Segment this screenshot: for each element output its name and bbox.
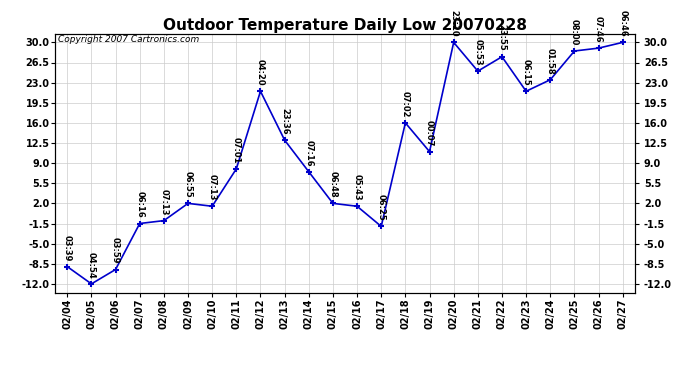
Text: 23:55: 23:55	[497, 24, 506, 51]
Text: 23:10: 23:10	[449, 10, 458, 37]
Text: 05:53: 05:53	[473, 39, 482, 66]
Text: 07:16: 07:16	[304, 140, 313, 166]
Text: Copyright 2007 Cartronics.com: Copyright 2007 Cartronics.com	[58, 35, 199, 44]
Text: 07:13: 07:13	[159, 189, 168, 215]
Text: 05:43: 05:43	[353, 174, 362, 201]
Text: 01:58: 01:58	[546, 48, 555, 74]
Text: 04:54: 04:54	[87, 252, 96, 278]
Text: 07:01: 07:01	[232, 137, 241, 164]
Text: 03:39: 03:39	[63, 235, 72, 261]
Text: 07:46: 07:46	[594, 16, 603, 43]
Text: 04:20: 04:20	[256, 59, 265, 86]
Text: 00:07: 00:07	[425, 120, 434, 146]
Text: 06:55: 06:55	[184, 171, 193, 198]
Text: 07:13: 07:13	[208, 174, 217, 201]
Title: Outdoor Temperature Daily Low 20070228: Outdoor Temperature Daily Low 20070228	[163, 18, 527, 33]
Text: 08:00: 08:00	[570, 19, 579, 45]
Text: 06:48: 06:48	[328, 171, 337, 198]
Text: 06:25: 06:25	[377, 194, 386, 221]
Text: 23:36: 23:36	[280, 108, 289, 135]
Text: 06:16: 06:16	[135, 191, 144, 218]
Text: 06:46: 06:46	[618, 10, 627, 37]
Text: 07:02: 07:02	[401, 91, 410, 117]
Text: 03:59: 03:59	[111, 237, 120, 264]
Text: 06:15: 06:15	[522, 59, 531, 86]
